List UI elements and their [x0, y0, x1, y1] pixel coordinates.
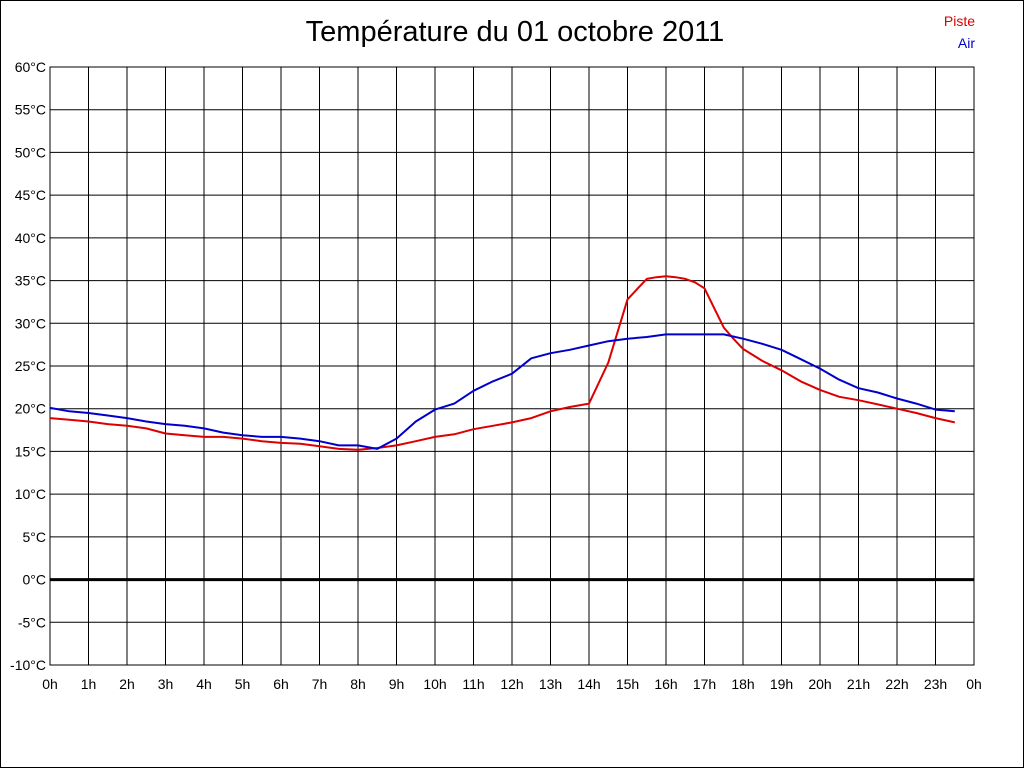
- y-tick-label: 5°C: [23, 529, 47, 545]
- x-tick-label: 22h: [885, 676, 908, 692]
- series-line-air: [49, 333, 955, 450]
- y-tick-label: 40°C: [15, 230, 46, 246]
- x-tick-label: 3h: [158, 676, 174, 692]
- y-tick-label: 35°C: [15, 273, 46, 289]
- chart-title: Température du 01 octobre 2011: [305, 16, 725, 48]
- x-tick-label: 23h: [924, 676, 947, 692]
- x-tick-label: 19h: [770, 676, 793, 692]
- y-tick-label: 25°C: [15, 358, 46, 374]
- y-tick-label: 55°C: [15, 102, 46, 118]
- x-tick-label: 0h: [42, 676, 58, 692]
- x-tick-label: 17h: [693, 676, 716, 692]
- x-tick-label: 7h: [312, 676, 328, 692]
- x-tick-label: 6h: [273, 676, 289, 692]
- x-tick-label: 11h: [462, 676, 484, 692]
- x-tick-label: 0h: [966, 676, 982, 692]
- x-tick-label: 15h: [616, 676, 639, 692]
- y-tick-label: 30°C: [15, 315, 46, 331]
- plot-border: [49, 66, 975, 666]
- x-tick-label: 16h: [654, 676, 677, 692]
- x-tick-label: 8h: [350, 676, 366, 692]
- y-tick-label: 15°C: [15, 443, 46, 459]
- y-tick-label: 60°C: [15, 59, 46, 75]
- x-tick-label: 9h: [389, 676, 405, 692]
- x-tick-label: 4h: [196, 676, 212, 692]
- x-tick-label: 10h: [423, 676, 446, 692]
- x-tick-label: 20h: [808, 676, 831, 692]
- x-tick-label: 21h: [847, 676, 870, 692]
- y-tick-label: 45°C: [15, 187, 46, 203]
- x-tick-label: 5h: [235, 676, 251, 692]
- y-tick-label: -10°C: [10, 657, 46, 673]
- x-tick-label: 2h: [119, 676, 135, 692]
- legend-item-piste: Piste: [943, 13, 975, 29]
- y-tick-label: 10°C: [15, 486, 46, 502]
- x-tick-label: 12h: [500, 676, 523, 692]
- y-tick-label: -5°C: [18, 614, 46, 630]
- x-tick-label: 13h: [539, 676, 562, 692]
- y-tick-label: 50°C: [15, 144, 46, 160]
- x-tick-label: 18h: [731, 676, 754, 692]
- x-tick-label: 14h: [577, 676, 600, 692]
- y-tick-label: 0°C: [23, 572, 47, 588]
- legend-item-air: Air: [957, 35, 975, 51]
- x-tick-label: 1h: [81, 676, 97, 692]
- series-line-piste: [49, 275, 956, 451]
- y-tick-label: 20°C: [15, 401, 46, 417]
